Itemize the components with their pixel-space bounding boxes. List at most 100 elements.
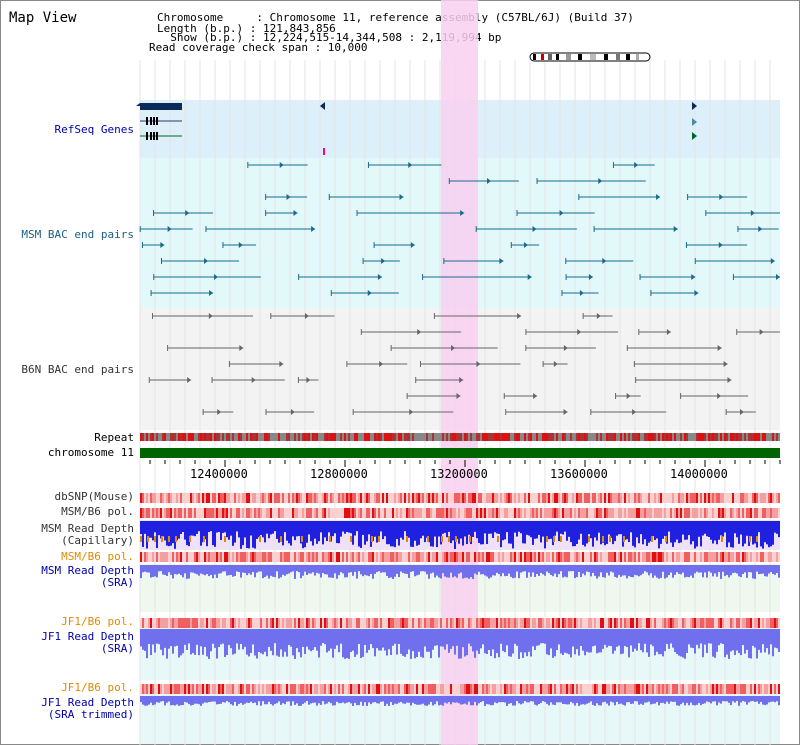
track-label-jf1-depth-1[interactable]: JF1 Read Depth <box>41 630 134 643</box>
read-depth-bar <box>336 696 338 702</box>
polymorphism-cell <box>422 552 424 562</box>
read-depth-bar <box>388 696 390 706</box>
polymorphism-cell <box>578 508 580 518</box>
read-depth-bar <box>678 629 680 656</box>
polymorphism-cell <box>582 618 584 628</box>
track-label-msm-b6-pol-2[interactable]: MSM/B6 pol. <box>61 550 134 563</box>
track-label-msm-b6-pol-1[interactable]: MSM/B6 pol. <box>61 505 134 518</box>
polymorphism-cell <box>454 493 456 503</box>
repeat-element <box>314 433 316 441</box>
track-label-dbsnp[interactable]: dbSNP(Mouse) <box>54 490 134 503</box>
polymorphism-cell <box>404 684 406 694</box>
b6n-bac-pair <box>417 329 422 335</box>
repeat-element <box>288 433 290 441</box>
track-label-jf1-trimmed-1[interactable]: JF1 Read Depth <box>41 696 134 709</box>
track-label-msm-depth-capillary-2[interactable]: (Capillary) <box>61 534 134 547</box>
read-depth-bar <box>358 565 360 572</box>
polymorphism-cell <box>638 618 640 628</box>
polymorphism-cell <box>762 618 764 628</box>
read-depth-bar <box>582 565 584 574</box>
polymorphism-cell <box>400 493 402 503</box>
repeat-element <box>190 433 192 441</box>
read-depth-bar <box>264 696 266 705</box>
read-depth-bar <box>708 521 710 538</box>
polymorphism-cell <box>474 552 476 562</box>
polymorphism-cell <box>254 552 256 562</box>
polymorphism-cell <box>202 552 204 562</box>
read-depth-bar <box>704 629 706 645</box>
read-depth-bar <box>692 521 694 542</box>
read-depth-bar <box>306 521 308 543</box>
polymorphism-cell <box>558 552 560 562</box>
track-label-msm-depth-sra-2[interactable]: (SRA) <box>100 576 134 589</box>
read-depth-bar <box>650 696 652 705</box>
repeat-element <box>278 433 280 441</box>
polymorphism-cell <box>246 684 248 694</box>
read-depth-bar <box>658 696 660 706</box>
polymorphism-cell <box>530 508 532 518</box>
track-label-jf1-depth-2[interactable]: (SRA) <box>100 642 134 655</box>
polymorphism-cell <box>382 684 384 694</box>
track-label-jf1-b6-pol-1[interactable]: JF1/B6 pol. <box>61 615 134 628</box>
track-label-repeat[interactable]: Repeat <box>94 431 134 444</box>
polymorphism-cell <box>140 508 142 518</box>
polymorphism-cell <box>562 552 564 562</box>
track-label-jf1-b6-pol-2[interactable]: JF1/B6 pol. <box>61 681 134 694</box>
polymorphism-cell <box>388 493 390 503</box>
track-label-msm-bac[interactable]: MSM BAC end pairs <box>21 228 134 241</box>
polymorphism-cell <box>508 493 510 503</box>
polymorphism-cell <box>332 552 334 562</box>
polymorphism-cell <box>476 618 478 628</box>
read-depth-bar <box>470 629 472 647</box>
read-depth-bar <box>568 565 570 572</box>
polymorphism-cell <box>738 508 740 518</box>
read-depth-bar <box>328 565 330 578</box>
polymorphism-cell <box>196 493 198 503</box>
read-depth-bar <box>330 521 332 542</box>
read-depth-bar <box>198 629 200 656</box>
track-label-chromosome[interactable]: chromosome 11 <box>47 446 134 459</box>
depth-flag <box>602 536 604 542</box>
refseq-gene-arrow <box>320 102 325 110</box>
repeat-element <box>392 433 394 441</box>
read-depth-bar <box>442 521 444 534</box>
polymorphism-cell <box>228 508 230 518</box>
read-depth-bar <box>606 696 608 704</box>
polymorphism-cell <box>176 552 178 562</box>
polymorphism-cell <box>424 508 426 518</box>
polymorphism-cell <box>258 684 260 694</box>
polymorphism-cell <box>390 684 392 694</box>
read-depth-bar <box>208 629 210 659</box>
read-depth-bar <box>248 629 250 657</box>
read-depth-bar <box>320 521 322 533</box>
polymorphism-cell <box>186 684 188 694</box>
repeat-element <box>316 433 318 441</box>
polymorphism-cell <box>524 508 526 518</box>
track-label-jf1-trimmed-2[interactable]: (SRA trimmed) <box>47 708 134 721</box>
read-depth-bar <box>252 696 254 704</box>
polymorphism-cell <box>696 552 698 562</box>
read-depth-bar <box>266 629 268 657</box>
read-depth-bar <box>156 629 158 644</box>
read-depth-bar <box>666 696 668 702</box>
read-depth-bar <box>614 521 616 542</box>
track-label-refseq[interactable]: RefSeq Genes <box>54 123 134 136</box>
read-depth-bar <box>408 521 410 538</box>
polymorphism-cell <box>288 493 290 503</box>
track-label-msm-depth-capillary-1[interactable]: MSM Read Depth <box>41 522 134 535</box>
msm-bac-pair <box>776 274 780 280</box>
polymorphism-cell <box>666 684 668 694</box>
read-depth-bar <box>756 696 758 702</box>
read-depth-bar <box>420 629 422 657</box>
polymorphism-cell <box>294 552 296 562</box>
polymorphism-cell <box>296 493 298 503</box>
track-label-b6n-bac[interactable]: B6N BAC end pairs <box>21 363 134 376</box>
polymorphism-cell <box>166 493 168 503</box>
polymorphism-cell <box>302 684 304 694</box>
read-depth-bar <box>296 565 298 572</box>
polymorphism-cell <box>344 508 346 518</box>
polymorphism-cell <box>208 618 210 628</box>
track-label-msm-depth-sra-1[interactable]: MSM Read Depth <box>41 564 134 577</box>
polymorphism-cell <box>608 684 610 694</box>
